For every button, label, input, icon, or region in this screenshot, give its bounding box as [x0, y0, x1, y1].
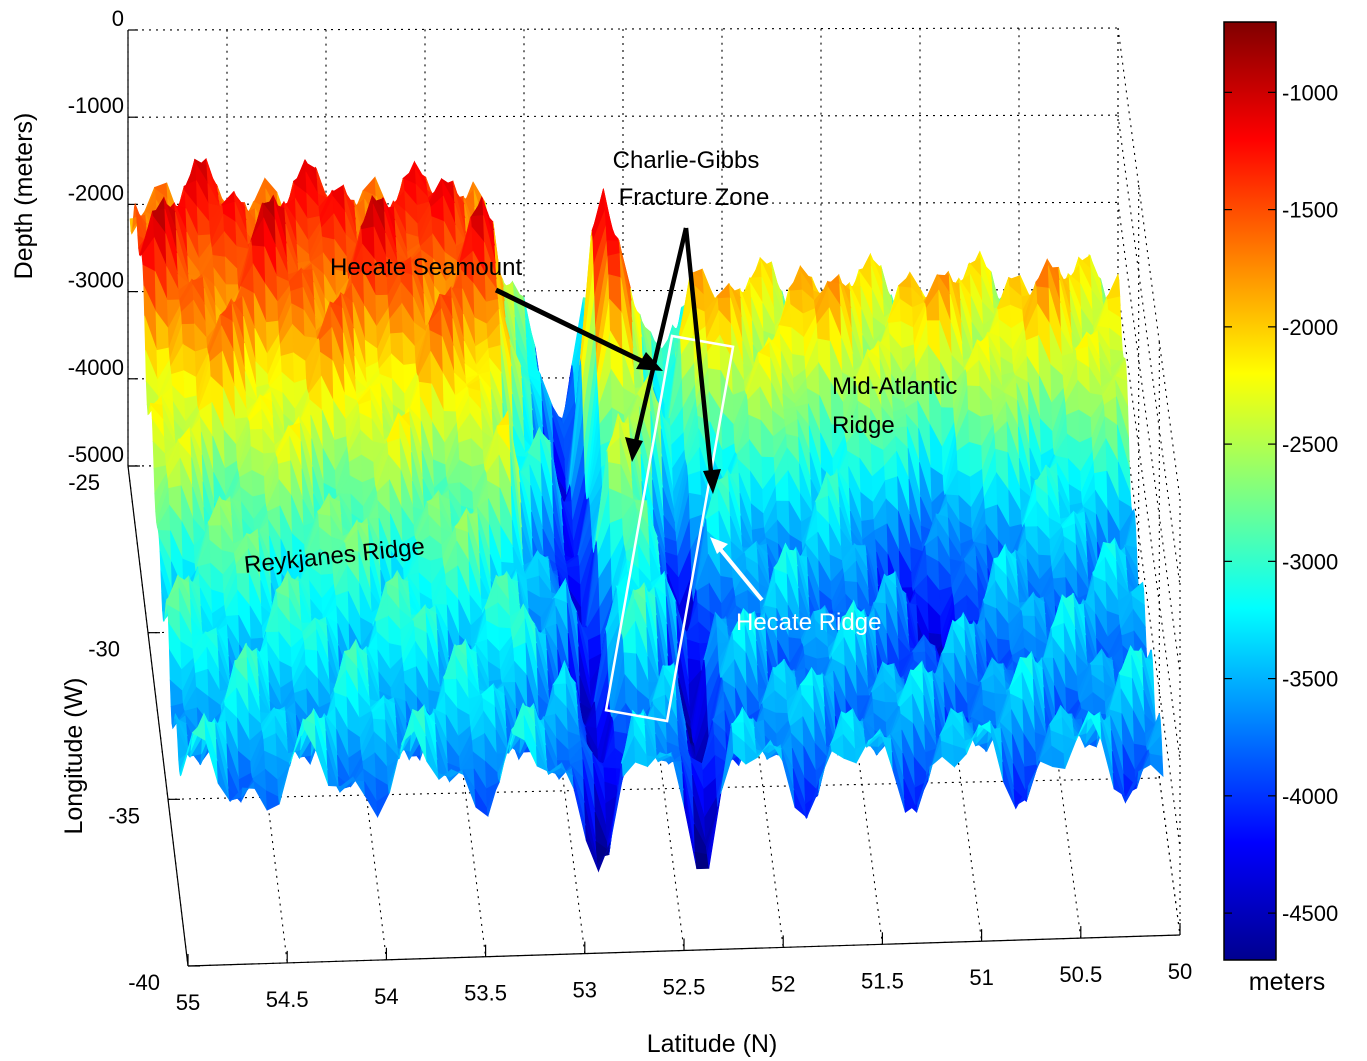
arrow-hecate-ridge-head	[710, 537, 728, 554]
colorbar-label: meters	[1249, 968, 1325, 996]
colorbar-tick-label: -2000	[1282, 315, 1338, 340]
y-tick-labels: -25 -30 -35 -40	[68, 470, 160, 995]
surface-cell	[1035, 264, 1050, 289]
z-tick-label: -5000	[68, 442, 124, 467]
grid-line-latitude	[622, 464, 685, 951]
surface-cell	[788, 271, 803, 292]
annotation-mid-atlantic-ridge: Ridge	[832, 412, 895, 439]
arrow-cgfz-right	[683, 227, 715, 483]
surface-cell	[605, 224, 620, 242]
colorbar-tick-label: -3500	[1282, 667, 1338, 692]
x-tick-label: 52.5	[663, 975, 706, 1000]
surface-cell	[1149, 753, 1164, 778]
surface-cell	[607, 252, 622, 278]
annotation-mid-atlantic: Mid-Atlantic	[832, 373, 957, 400]
x-axis-label: Latitude (N)	[647, 1030, 778, 1058]
x-tick-label: 52	[771, 971, 795, 996]
z-tick-label: -4000	[68, 355, 124, 380]
grid-line-longitude	[167, 777, 1160, 800]
z-tick-label: -1000	[68, 93, 124, 118]
z-tick-label: 0	[112, 6, 124, 31]
y-tick-label: -35	[108, 803, 140, 828]
grid-line-depth	[127, 114, 1119, 118]
arrow-hecate-seamount-head	[636, 352, 663, 371]
annotation-hecate-ridge: Hecate Ridge	[736, 609, 881, 636]
x-tick-label: 51.5	[861, 968, 904, 993]
colorbar-tick-label: -2500	[1282, 432, 1338, 457]
arrow-hecate-seamount	[494, 287, 658, 371]
colorbar-tick-label: -1000	[1282, 80, 1338, 105]
surface-cell	[687, 470, 702, 496]
y-axis-label: Longitude (W)	[60, 677, 88, 834]
axes-frame	[127, 29, 1181, 967]
hecate-highlight-box	[604, 334, 735, 723]
arrow-cgfz-left	[631, 227, 689, 451]
annotation-charlie-gibbs: Charlie-Gibbs	[613, 147, 760, 174]
surface-cell	[940, 740, 955, 768]
z-tick-label: -3000	[68, 268, 124, 293]
surface-cell	[897, 273, 912, 289]
x-tick-labels: 55 54.5 54 53.5 53 52.5 52 51.5 51 50.5 50	[176, 959, 1192, 1015]
x-tick-label: 53	[573, 978, 597, 1003]
z-axis-label: Depth (meters)	[10, 113, 38, 280]
y-tick-label: -30	[88, 637, 120, 662]
colorbar-gradient	[1223, 21, 1277, 961]
arrow-cgfz-right-head	[703, 469, 721, 494]
surface-cell	[608, 488, 623, 524]
z-tick-labels: 0 -1000 -2000 -3000 -4000 -5000	[68, 6, 124, 467]
x-tick-label: 51	[969, 965, 993, 990]
x-tick-label: 54	[374, 984, 398, 1009]
grid-line-latitude	[919, 464, 983, 942]
x-tick-label: 55	[176, 990, 200, 1015]
grid-line-latitude	[325, 465, 387, 960]
x-tick-label: 50.5	[1059, 962, 1102, 987]
y-tick-label: -40	[128, 970, 160, 995]
colorbar-tick-label: -4000	[1282, 784, 1338, 809]
x-tick-label: 53.5	[464, 981, 507, 1006]
colorbar-tick-label: -4500	[1282, 901, 1338, 926]
surface-cell	[716, 283, 731, 299]
annotation-hecate-seamount: Hecate Seamount	[330, 254, 522, 281]
annotations: Charlie-Gibbs Fracture Zone Hecate Seamo…	[243, 147, 957, 723]
colorbar-tick-label: -3000	[1282, 549, 1338, 574]
z-tick-label: -2000	[68, 180, 124, 205]
y-tick-label: -25	[68, 470, 100, 495]
x-tick-label: 54.5	[266, 987, 309, 1012]
surface-cell	[695, 861, 710, 870]
arrow-cgfz-left-head	[625, 437, 643, 462]
arrow-hecate-ridge	[714, 542, 764, 602]
annotation-fracture-zone: Fracture Zone	[619, 184, 770, 211]
x-tick-label: 50	[1168, 959, 1192, 984]
colorbar-ticks: -1000 -1500 -2000 -2500 -3000 -3500 -4000 -4500	[1224, 80, 1338, 926]
colorbar-tick-label: -1500	[1282, 198, 1338, 223]
colorbar: -1000 -1500 -2000 -2500 -3000 -3500 -4000 -4500…	[1223, 21, 1338, 996]
surface-plot	[129, 157, 1164, 873]
y-axis-line	[127, 465, 189, 967]
